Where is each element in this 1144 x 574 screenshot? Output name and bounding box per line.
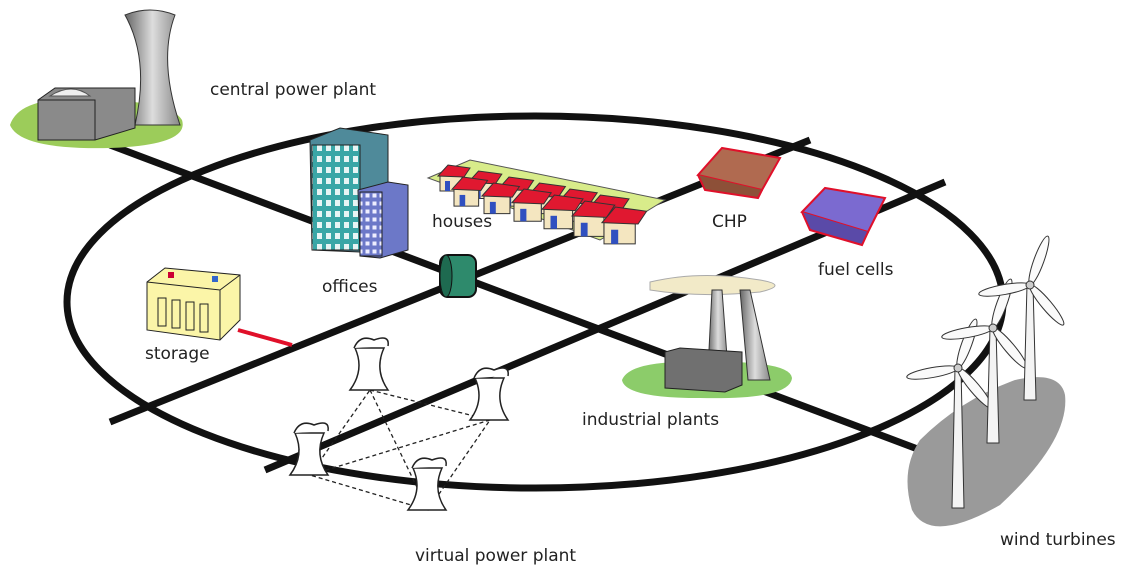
house-door: [581, 223, 588, 237]
central-power-plant-icon: [10, 10, 183, 148]
diagram: central power plant offices houses CHP f…: [0, 0, 1144, 574]
storage-icon: [147, 268, 240, 340]
turbine-blade: [1025, 234, 1052, 286]
offices-icon: [310, 128, 408, 258]
node-label: houses: [432, 212, 492, 232]
node-label: storage: [145, 344, 210, 364]
cooling-tower: [408, 468, 446, 510]
chp-icon: [698, 148, 780, 198]
house-door: [551, 216, 558, 229]
steam: [474, 368, 508, 378]
house-door: [611, 230, 618, 244]
node-label: wind turbines: [1000, 530, 1116, 550]
turbine-blade: [906, 363, 959, 382]
cooling-tower: [350, 348, 388, 390]
house-door: [520, 209, 526, 221]
house-door: [445, 181, 450, 191]
house-wall: [454, 188, 479, 206]
turbine-hub: [989, 324, 997, 332]
house-wall: [484, 195, 510, 214]
house-door: [460, 195, 466, 206]
turbine-tower: [1024, 285, 1036, 400]
steam: [294, 423, 328, 433]
node-label: central power plant: [210, 80, 376, 100]
steam: [412, 458, 446, 468]
node-label: industrial plants: [582, 410, 719, 430]
transformer: [440, 255, 476, 297]
node-label: CHP: [712, 212, 747, 232]
node-label: virtual power plant: [415, 546, 576, 566]
house-wall: [544, 208, 573, 229]
turbine-hub: [1026, 281, 1034, 289]
storage-link: [238, 330, 292, 345]
wind-turbines-icon: [906, 234, 1067, 526]
house-wall: [574, 215, 604, 237]
node-label: offices: [322, 277, 378, 297]
steam: [354, 338, 388, 348]
house-wall: [604, 221, 635, 244]
house-wall: [514, 201, 541, 221]
node-label: fuel cells: [818, 260, 894, 280]
industrial-plants-icon: [622, 275, 792, 398]
turbine-hub: [954, 364, 962, 372]
